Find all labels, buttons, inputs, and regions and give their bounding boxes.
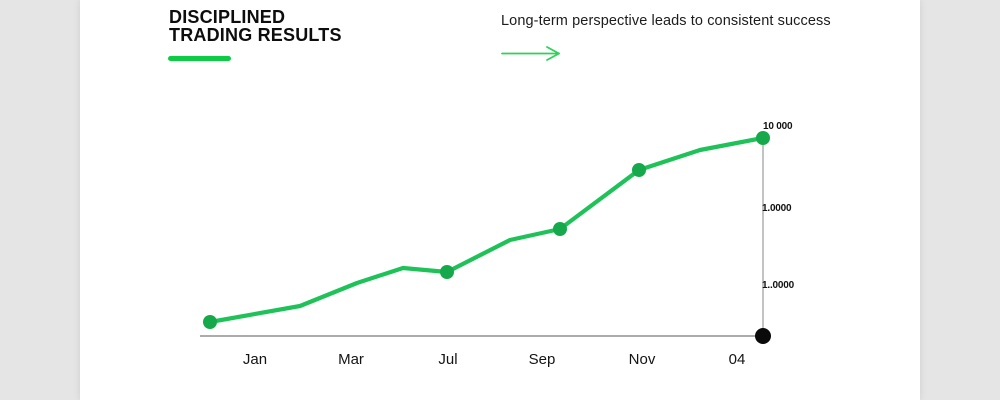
line-markers xyxy=(203,131,770,329)
page-title-line2: TRADING RESULTS xyxy=(169,24,342,45)
right-axis-label-mid: 1.0000 xyxy=(762,203,792,214)
x-tick-label-04: 04 xyxy=(728,351,746,368)
data-point-marker xyxy=(440,265,454,279)
page-title-line1: DISCIPLINED xyxy=(169,7,286,27)
right-arrow-icon xyxy=(501,46,560,61)
page-title: DISCIPLINED TRADING RESULTS xyxy=(169,7,342,45)
data-point-marker xyxy=(756,131,770,145)
x-tick-label-jan: Jan xyxy=(242,351,268,368)
data-point-marker xyxy=(203,315,217,329)
data-point-marker xyxy=(632,163,646,177)
x-tick-label-sep: Sep xyxy=(528,351,556,368)
x-tick-label-nov: Nov xyxy=(628,351,656,368)
right-axis-label-bottom: 1..0000 xyxy=(762,280,794,291)
axis-end-dot xyxy=(755,328,771,344)
data-point-marker xyxy=(553,222,567,236)
subtitle-text: Long-term perspective leads to consisten… xyxy=(501,13,831,29)
title-underline xyxy=(168,56,231,61)
right-axis-label-top: 10 000 xyxy=(763,121,793,132)
x-tick-label-jul: Jul xyxy=(438,351,458,368)
content-card xyxy=(80,0,920,400)
trading-line xyxy=(207,135,766,325)
x-tick-label-mar: Mar xyxy=(338,351,364,368)
